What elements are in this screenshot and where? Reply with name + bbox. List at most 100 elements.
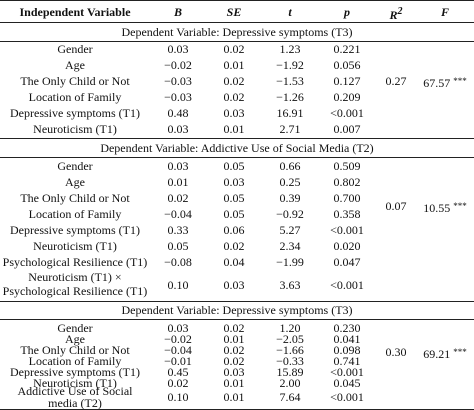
section-rule [0, 157, 474, 158]
cell-t: 1.23 [279, 42, 301, 56]
cell-se: 0.05 [223, 207, 245, 221]
cell-t: 7.64 [279, 390, 301, 404]
cell-se: 0.02 [223, 90, 245, 104]
cell-p: 0.098 [333, 343, 361, 357]
cell-variable: Neuroticism (T1) [33, 239, 117, 253]
cell-variable: Gender [57, 159, 93, 173]
cell-t: −1.92 [276, 58, 304, 72]
cell-se: 0.03 [223, 278, 245, 292]
cell-p: <0.001 [330, 106, 364, 120]
table-row: Age −0.02 0.01 −1.92 0.056 [0, 57, 474, 73]
cell-se: 0.01 [223, 376, 245, 390]
table-row: Age 0.01 0.03 0.25 0.802 [0, 174, 474, 190]
section-title: Dependent Variable: Addictive Use of Soc… [100, 141, 374, 155]
header-b: B [173, 5, 182, 19]
table-row: Neuroticism (T1) 0.02 0.01 2.00 0.045 [0, 375, 474, 391]
cell-se: 0.02 [223, 74, 245, 88]
cell-variable: The Only Child or Not [20, 343, 130, 357]
table-row: Age −0.02 0.01 −2.05 0.041 [0, 331, 474, 347]
cell-se: 0.02 [223, 239, 245, 253]
cell-se: 0.02 [223, 321, 245, 335]
cell-t: −1.26 [276, 90, 304, 104]
cell-p: <0.001 [330, 278, 364, 292]
cell-se: 0.03 [223, 175, 245, 189]
cell-variable: Gender [57, 321, 93, 335]
cell-variable: Psychological Resilience (T1) [2, 255, 148, 269]
cell-b: 0.03 [167, 321, 189, 335]
cell-t: 2.00 [279, 376, 301, 390]
cell-b: 0.03 [167, 159, 189, 173]
table-row: Addictive Use of Social media (T2) 0.10 … [0, 385, 474, 409]
table-top-rule [0, 0, 474, 1]
cell-p: 0.358 [333, 207, 361, 221]
cell-p: 0.509 [333, 159, 361, 173]
section-f-statistic: 10.55 *** [423, 201, 467, 215]
cell-se: 0.02 [223, 42, 245, 56]
cell-se: 0.01 [223, 332, 245, 346]
table-row: Neuroticism (T1) 0.05 0.02 2.34 0.020 [0, 238, 474, 254]
cell-se: 0.05 [223, 159, 245, 173]
cell-p: 0.700 [333, 191, 361, 205]
table-row: Psychological Resilience (T1) −0.08 0.04… [0, 254, 474, 270]
section-rule [0, 301, 474, 302]
cell-variable: Depressive symptoms (T1) [10, 106, 140, 120]
cell-b: 0.10 [167, 390, 189, 404]
cell-b: 0.03 [167, 122, 189, 136]
cell-se: 0.04 [223, 255, 245, 269]
cell-t: −0.92 [276, 207, 304, 221]
table-row: Depressive symptoms (T1) 0.48 0.03 16.91… [0, 105, 474, 121]
cell-t: −0.33 [276, 354, 304, 368]
table-row: The Only Child or Not 0.02 0.05 0.39 0.7… [0, 190, 474, 206]
cell-b: 0.02 [167, 376, 189, 390]
section-rule [0, 319, 474, 320]
cell-t: 15.89 [276, 365, 304, 379]
cell-p: 0.056 [333, 58, 361, 72]
cell-p: 0.127 [333, 74, 361, 88]
cell-p: <0.001 [330, 223, 364, 237]
section-title: Dependent Variable: Depressive symptoms … [121, 25, 353, 39]
cell-t: −1.53 [276, 74, 304, 88]
cell-t: 5.27 [279, 223, 301, 237]
cell-variable: Age [65, 175, 85, 189]
header-rule [0, 22, 474, 23]
table-row: Location of Family −0.01 0.02 −0.33 0.74… [0, 353, 474, 369]
table-row: The Only Child or Not −0.04 0.02 −1.66 0… [0, 342, 474, 358]
cell-b: 0.10 [167, 278, 189, 292]
cell-p: 0.802 [333, 175, 361, 189]
cell-se: 0.01 [223, 58, 245, 72]
cell-t: 1.20 [279, 321, 301, 335]
cell-variable: Age [65, 332, 85, 346]
cell-t: 16.91 [276, 106, 304, 120]
cell-variable: Gender [57, 42, 93, 56]
cell-b: −0.04 [164, 343, 192, 357]
cell-variable: The Only Child or Not [20, 191, 130, 205]
header-se: SE [226, 5, 242, 19]
cell-variable: The Only Child or Not [20, 74, 130, 88]
section-f-statistic: 67.57 *** [423, 76, 467, 90]
table-row: The Only Child or Not −0.03 0.02 −1.53 0… [0, 73, 474, 89]
cell-p: <0.001 [330, 390, 364, 404]
cell-t: 3.63 [279, 278, 301, 292]
cell-p: 0.230 [333, 321, 361, 335]
cell-se: 0.03 [223, 106, 245, 120]
table-row: Depressive symptoms (T1) 0.45 0.03 15.89… [0, 364, 474, 380]
table-row: Location of Family −0.04 0.05 −0.92 0.35… [0, 206, 474, 222]
cell-b: −0.03 [164, 74, 192, 88]
section-f-statistic: 69.21 *** [423, 347, 467, 361]
table-row: Gender 0.03 0.05 0.66 0.509 [0, 158, 474, 174]
section-r-squared: 0.30 [385, 345, 407, 359]
cell-b: −0.02 [164, 332, 192, 346]
cell-variable: Location of Family [28, 354, 122, 368]
header-p: p [344, 5, 350, 19]
cell-variable: Neuroticism (T1) [33, 122, 117, 136]
header-t: t [288, 5, 292, 19]
cell-p: 0.045 [333, 376, 361, 390]
cell-p: 0.041 [333, 332, 361, 346]
cell-p: 0.221 [333, 42, 361, 56]
table-row: Gender 0.03 0.02 1.23 0.221 [0, 41, 474, 57]
cell-t: 2.71 [279, 122, 301, 136]
cell-variable: Depressive symptoms (T1) [10, 223, 140, 237]
cell-b: −0.02 [164, 58, 192, 72]
cell-variable: Location of Family [28, 90, 122, 104]
